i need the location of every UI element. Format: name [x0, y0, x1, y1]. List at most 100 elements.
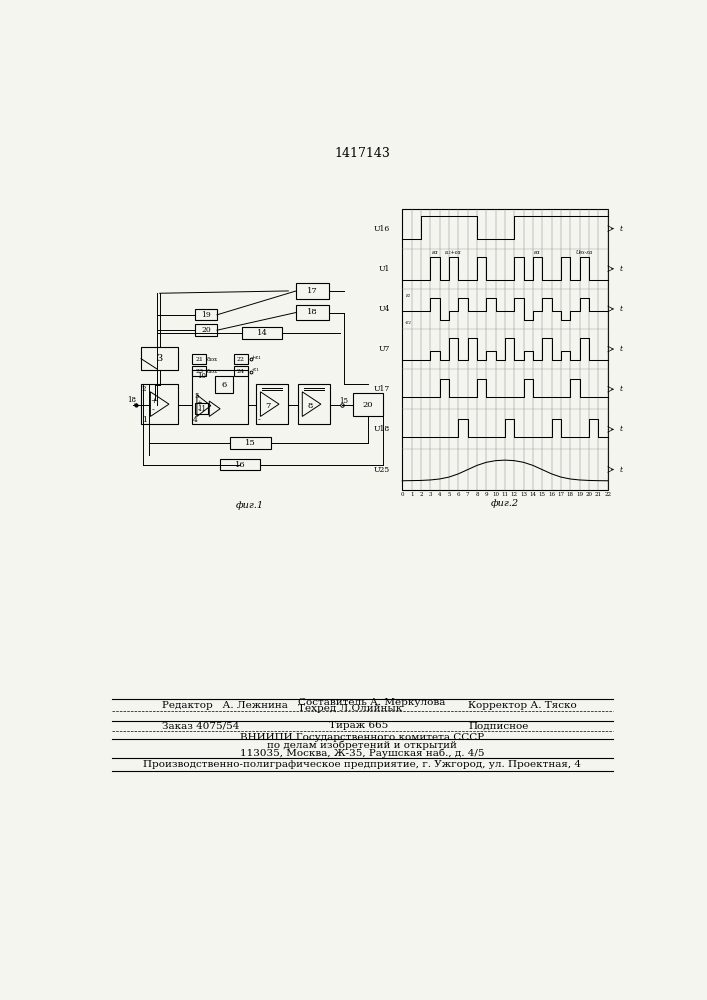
- Text: 18: 18: [567, 492, 574, 497]
- Bar: [220, 459, 260, 470]
- Text: δεα: δεα: [207, 369, 218, 374]
- Bar: [195, 324, 217, 336]
- Text: по делам изобретений и открытий: по делам изобретений и открытий: [267, 740, 457, 750]
- Text: 13: 13: [520, 492, 527, 497]
- Text: Производственно-полиграфическое предприятие, г. Ужгород, ул. Проектная, 4: Производственно-полиграфическое предприя…: [143, 760, 581, 769]
- Text: 17: 17: [307, 287, 317, 295]
- Text: 3: 3: [156, 354, 163, 363]
- Bar: [402, 209, 607, 490]
- Text: t: t: [619, 265, 622, 273]
- Text: +ε₁: +ε₁: [250, 355, 261, 360]
- Text: Редактор   А. Лежнина: Редактор А. Лежнина: [162, 701, 288, 710]
- Text: t: t: [619, 385, 622, 393]
- Bar: [256, 384, 288, 424]
- Text: U25: U25: [373, 466, 390, 474]
- Text: 22: 22: [237, 357, 245, 362]
- Text: 8: 8: [308, 402, 312, 410]
- Text: 12: 12: [510, 492, 518, 497]
- Text: 15: 15: [339, 397, 349, 405]
- Text: 6: 6: [457, 492, 460, 497]
- Bar: [234, 366, 248, 376]
- Text: t: t: [619, 305, 622, 313]
- Text: Uвх-εα: Uвх-εα: [575, 250, 593, 255]
- Text: фиг.2: фиг.2: [491, 499, 519, 508]
- Text: Подписное: Подписное: [468, 721, 529, 730]
- Text: 14: 14: [530, 492, 537, 497]
- Text: 18: 18: [307, 308, 317, 316]
- Bar: [192, 370, 248, 424]
- Text: 6: 6: [221, 381, 227, 389]
- Text: 5: 5: [194, 392, 199, 400]
- Bar: [354, 393, 383, 416]
- Text: o: o: [133, 402, 136, 407]
- Text: 11: 11: [197, 405, 206, 413]
- Text: 22: 22: [604, 492, 611, 497]
- Text: 16: 16: [235, 461, 245, 469]
- Bar: [296, 283, 329, 299]
- Text: 2: 2: [142, 385, 146, 393]
- Text: -: -: [257, 416, 260, 424]
- Text: +: +: [197, 399, 202, 407]
- Text: 10: 10: [197, 372, 206, 380]
- Text: δεα: δεα: [207, 357, 218, 362]
- Text: 8: 8: [475, 492, 479, 497]
- Bar: [195, 403, 208, 414]
- Text: t: t: [619, 345, 622, 353]
- Text: фиг.1: фиг.1: [235, 500, 264, 510]
- Text: U7: U7: [378, 345, 390, 353]
- Text: t: t: [619, 225, 622, 233]
- Text: 11: 11: [501, 492, 508, 497]
- Text: -: -: [198, 406, 200, 414]
- Text: 19: 19: [576, 492, 583, 497]
- Text: Заказ 4075/54: Заказ 4075/54: [162, 721, 240, 730]
- Bar: [141, 384, 178, 424]
- Text: 19: 19: [201, 311, 211, 319]
- Text: 5: 5: [447, 492, 450, 497]
- Text: ВНИИПИ Государственного комитета СССР: ВНИИПИ Государственного комитета СССР: [240, 733, 484, 742]
- Text: 9: 9: [484, 492, 488, 497]
- Text: U17: U17: [373, 385, 390, 393]
- Text: 7: 7: [266, 402, 271, 410]
- Text: U18: U18: [373, 425, 390, 433]
- Bar: [296, 305, 329, 320]
- Text: 3: 3: [428, 492, 432, 497]
- Text: 113035, Москва, Ж-35, Раушская наб., д. 4/5: 113035, Москва, Ж-35, Раушская наб., д. …: [240, 748, 484, 758]
- Text: +: +: [150, 397, 157, 405]
- Text: 14: 14: [257, 329, 267, 337]
- Bar: [192, 366, 206, 376]
- Text: U4: U4: [378, 305, 390, 313]
- Bar: [192, 354, 206, 364]
- Text: Корректор А. Тяско: Корректор А. Тяско: [468, 701, 577, 710]
- Text: U1: U1: [378, 265, 390, 273]
- Text: 4: 4: [193, 416, 198, 424]
- Text: -ε₁: -ε₁: [252, 367, 259, 372]
- Text: 23: 23: [195, 369, 203, 374]
- Text: 18: 18: [127, 396, 136, 404]
- Text: 1417143: 1417143: [334, 147, 390, 160]
- Text: U16: U16: [373, 225, 390, 233]
- Text: 7: 7: [466, 492, 469, 497]
- Text: 0: 0: [400, 492, 404, 497]
- Text: 20: 20: [585, 492, 592, 497]
- Bar: [195, 309, 217, 320]
- Bar: [298, 384, 330, 424]
- Text: εα: εα: [431, 250, 438, 255]
- Text: 2: 2: [419, 492, 423, 497]
- Text: 4: 4: [438, 492, 441, 497]
- Text: 15: 15: [539, 492, 546, 497]
- Text: 20: 20: [363, 401, 373, 409]
- Text: 24: 24: [237, 369, 245, 374]
- Text: -ε₁: -ε₁: [405, 320, 412, 325]
- Text: 21: 21: [595, 492, 602, 497]
- Text: 1: 1: [410, 492, 414, 497]
- Text: 21: 21: [195, 357, 203, 362]
- Text: Тираж 665: Тираж 665: [329, 721, 388, 730]
- Bar: [216, 376, 233, 393]
- Bar: [242, 327, 282, 339]
- Text: 10: 10: [492, 492, 499, 497]
- Text: Техред Л.Олийнык: Техред Л.Олийнык: [298, 704, 402, 713]
- Text: Составитель А. Меркулова: Составитель А. Меркулова: [298, 698, 445, 707]
- Bar: [230, 437, 271, 449]
- Text: 17: 17: [557, 492, 564, 497]
- Text: 20: 20: [201, 326, 211, 334]
